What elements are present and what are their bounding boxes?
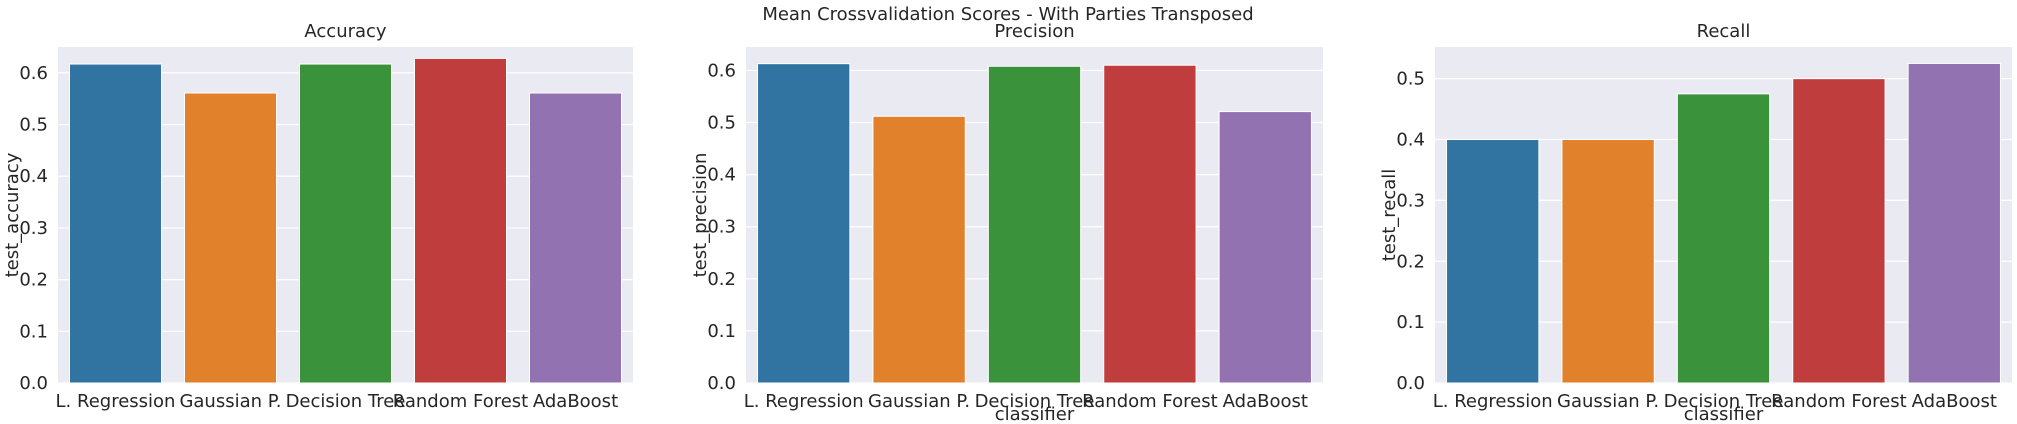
x-tick-label: Random Forest (393, 391, 528, 412)
bar-random-forest (1103, 64, 1197, 384)
bar-adaboost (1218, 111, 1312, 384)
bar-decision-tree (987, 65, 1082, 384)
bar-decision-tree (1676, 93, 1771, 384)
bar-adaboost (529, 92, 622, 384)
y-tick-label: 0.4 (19, 166, 48, 187)
panel-title: Precision (994, 21, 1074, 42)
bar-decision-tree (299, 63, 392, 384)
panel-title: Recall (1697, 21, 1751, 42)
y-tick-label: 0.3 (707, 217, 736, 238)
x-tick-label: AdaBoost (533, 391, 618, 412)
y-axis-label: test_accuracy (2, 152, 23, 277)
x-tick-label: Decision Tree (975, 391, 1095, 412)
x-tick-label: Decision Tree (1664, 391, 1784, 412)
y-axis-label: test_precision (690, 153, 711, 278)
x-tick-label: L. Regression (1433, 391, 1553, 412)
y-tick-label: 0.2 (19, 270, 48, 291)
y-tick-label: 0.2 (707, 269, 736, 290)
bar-gaussian-p- (1561, 139, 1655, 384)
y-tick-label: 0.6 (707, 60, 736, 81)
figure-suptitle: Mean Crossvalidation Scores - With Parti… (762, 4, 1253, 25)
y-tick-label: 0.0 (1396, 373, 1425, 394)
bar-l-regression (69, 63, 162, 384)
y-tick-label: 0.4 (1396, 130, 1425, 151)
x-tick-label: AdaBoost (1223, 391, 1308, 412)
chart-panel-0: 0.0 0.1 0.2 0.3 0.4 0.5 0.6 L. Regression Gaussi… (2, 21, 633, 412)
y-tick-label: 0.5 (19, 115, 48, 136)
y-tick-label: 0.3 (19, 218, 48, 239)
x-tick-label: Random Forest (1771, 391, 1906, 412)
y-tick-label: 0.1 (707, 321, 736, 342)
y-tick-label: 0.5 (707, 113, 736, 134)
bar-adaboost (1907, 62, 2001, 384)
bar-gaussian-p- (184, 92, 277, 384)
y-tick-label: 0.3 (1396, 190, 1425, 211)
bar-l-regression (757, 63, 851, 384)
y-tick-label: 0.0 (19, 373, 48, 394)
panel-title: Accuracy (304, 21, 387, 42)
y-tick-label: 0.5 (1396, 69, 1425, 90)
y-tick-label: 0.4 (707, 165, 736, 186)
x-tick-label: Random Forest (1082, 391, 1217, 412)
y-tick-label: 0.1 (19, 321, 48, 342)
x-tick-label: Gaussian P. (179, 391, 281, 412)
x-axis-label: classifier (1684, 404, 1764, 424)
x-tick-label: Gaussian P. (1557, 391, 1659, 412)
x-tick-label: Decision Tree (286, 391, 406, 412)
bar-random-forest (414, 57, 507, 384)
bar-l-regression (1446, 139, 1540, 384)
x-tick-label: L. Regression (744, 391, 864, 412)
chart-panel-2: 0.0 0.1 0.2 0.3 0.4 0.5 L. Regression Gaussian … (1379, 21, 2012, 424)
bar-gaussian-p- (872, 115, 966, 384)
x-tick-label: Gaussian P. (868, 391, 970, 412)
bar-random-forest (1792, 78, 1886, 384)
chart-panel-1: 0.0 0.1 0.2 0.3 0.4 0.5 0.6 L. Regression Gaussi… (690, 21, 1323, 424)
x-tick-label: L. Regression (56, 391, 176, 412)
y-axis-label: test_recall (1379, 169, 1400, 262)
x-axis-label: classifier (995, 404, 1075, 424)
y-tick-label: 0.2 (1396, 251, 1425, 272)
y-tick-label: 0.6 (19, 63, 48, 84)
y-tick-label: 0.0 (707, 373, 736, 394)
x-tick-label: AdaBoost (1912, 391, 1997, 412)
y-tick-label: 0.1 (1396, 312, 1425, 333)
